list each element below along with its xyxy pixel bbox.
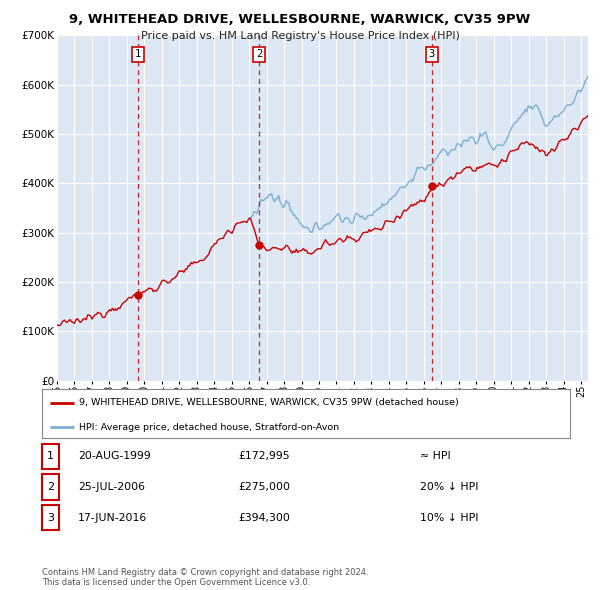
Text: 3: 3 [47, 513, 54, 523]
Text: 2: 2 [47, 482, 54, 492]
Text: ≈ HPI: ≈ HPI [420, 451, 451, 461]
Text: 2: 2 [256, 49, 262, 59]
Text: £172,995: £172,995 [238, 451, 290, 461]
Text: £394,300: £394,300 [238, 513, 290, 523]
Text: 17-JUN-2016: 17-JUN-2016 [78, 513, 147, 523]
Text: Contains HM Land Registry data © Crown copyright and database right 2024.
This d: Contains HM Land Registry data © Crown c… [42, 568, 368, 587]
Text: 1: 1 [135, 49, 141, 59]
Text: 10% ↓ HPI: 10% ↓ HPI [420, 513, 479, 523]
Text: 9, WHITEHEAD DRIVE, WELLESBOURNE, WARWICK, CV35 9PW (detached house): 9, WHITEHEAD DRIVE, WELLESBOURNE, WARWIC… [79, 398, 459, 408]
Text: 20% ↓ HPI: 20% ↓ HPI [420, 482, 479, 492]
Text: 1: 1 [47, 451, 54, 461]
Text: 9, WHITEHEAD DRIVE, WELLESBOURNE, WARWICK, CV35 9PW: 9, WHITEHEAD DRIVE, WELLESBOURNE, WARWIC… [70, 13, 530, 26]
Text: 25-JUL-2006: 25-JUL-2006 [78, 482, 145, 492]
Text: £275,000: £275,000 [238, 482, 290, 492]
Text: Price paid vs. HM Land Registry's House Price Index (HPI): Price paid vs. HM Land Registry's House … [140, 31, 460, 41]
Text: 20-AUG-1999: 20-AUG-1999 [78, 451, 151, 461]
Text: 3: 3 [428, 49, 435, 59]
Text: HPI: Average price, detached house, Stratford-on-Avon: HPI: Average price, detached house, Stra… [79, 422, 339, 432]
